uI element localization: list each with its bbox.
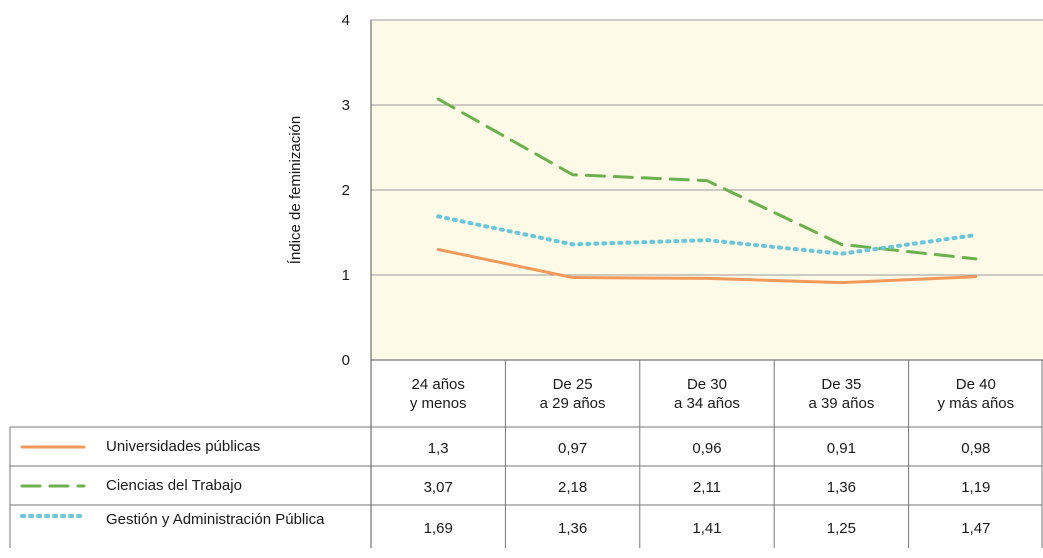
x-tick-label-line: a 39 años: [808, 395, 875, 412]
y-tick-label: 4: [342, 12, 350, 29]
table-cell: 1,36: [557, 520, 588, 537]
table-cell: 1,19: [961, 479, 991, 496]
table-cell: 2,18: [557, 479, 588, 496]
x-tick-label-line: De 30: [686, 376, 727, 393]
table-cell: 3,07: [423, 479, 453, 496]
table-cell: 0,91: [826, 440, 856, 457]
table-cell: 0,97: [557, 440, 588, 457]
x-tick-label-line: De 35: [821, 376, 862, 393]
x-tick-label-line: y menos: [409, 395, 467, 412]
table-cell: 1,47: [961, 520, 991, 537]
x-tick-label: De 40 y más años: [909, 375, 1043, 413]
legend-label: Universidades públicas: [106, 438, 261, 455]
x-tick-label-line: 24 años: [411, 376, 465, 393]
table-cell: 1,3: [427, 440, 449, 457]
table-cell: 0,96: [692, 440, 722, 457]
x-tick-label: 24 años y menos: [371, 375, 505, 413]
y-tick-label: 3: [342, 97, 350, 114]
x-tick-label: De 25 a 29 años: [505, 375, 639, 413]
y-tick-label: 1: [342, 267, 350, 284]
x-tick-label-line: a 29 años: [539, 395, 606, 412]
table-cell: 2,11: [692, 479, 722, 496]
x-tick-label-line: De 40: [955, 376, 996, 393]
legend-label: Ciencias del Trabajo: [106, 477, 242, 494]
table-cell: 1,36: [826, 479, 856, 496]
x-tick-label: De 35 a 39 años: [774, 375, 908, 413]
x-tick-label-line: a 34 años: [674, 395, 740, 412]
x-tick-label: De 30 a 34 años: [640, 375, 774, 413]
table-cell: 1,69: [423, 520, 453, 537]
table-cell: 1,25: [826, 520, 856, 537]
legend-label: Gestión y Administración Pública: [106, 511, 325, 528]
x-tick-label-line: De 25: [552, 376, 593, 393]
x-tick-label-line: y más años: [937, 395, 1015, 412]
table-cell: 1,41: [692, 520, 722, 537]
table-cell: 0,98: [961, 440, 991, 457]
y-axis-label: Índice de feminización: [287, 116, 304, 264]
y-tick-label: 0: [342, 352, 350, 369]
y-tick-label: 2: [342, 182, 350, 199]
